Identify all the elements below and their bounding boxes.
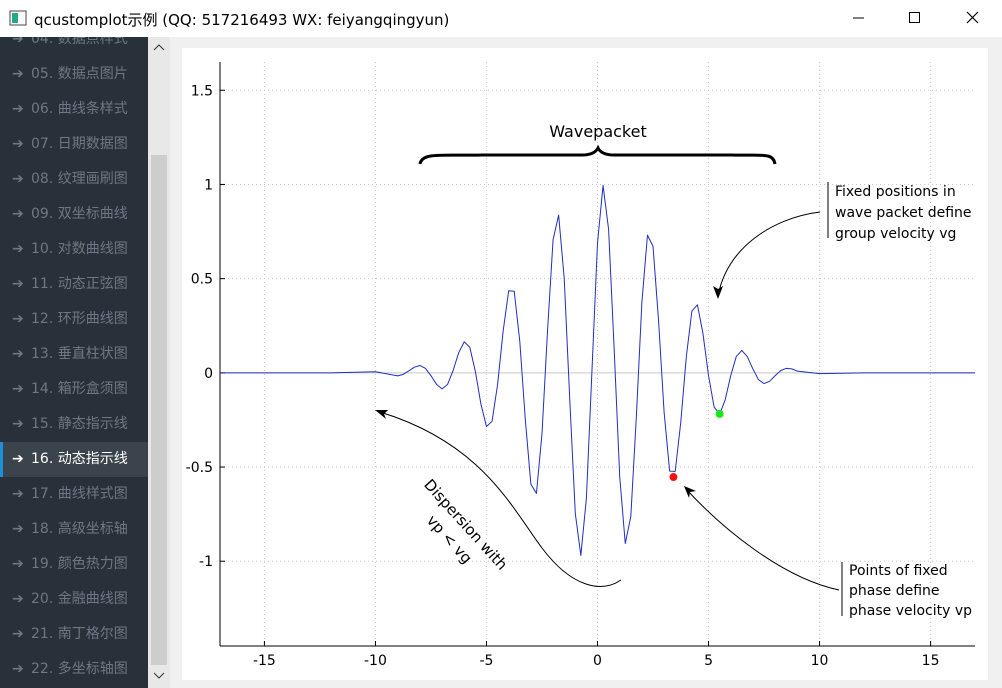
chart: -15 -10 -5 0 5 10 15 -1 -0.5 0 0.5 1 1.5 Wavepacket Fi… <box>182 48 988 680</box>
x-tick-label: 5 <box>704 653 713 669</box>
scroll-thumb[interactable] <box>151 155 167 665</box>
title-bar-graphics <box>9 10 979 26</box>
y-tick-label: 0 <box>204 366 213 382</box>
arrowhead <box>684 486 696 498</box>
menu-item[interactable]: ➔ 04. 数据点样式 <box>0 37 148 57</box>
menu-item-label: 12. 环形曲线图 <box>31 311 128 327</box>
y-tick-label: 1.5 <box>191 83 213 99</box>
scrollbar[interactable] <box>148 37 170 688</box>
annotation: Points of fixed <box>849 563 948 579</box>
annotation: Fixed positions in <box>835 184 956 200</box>
x-tick-label: 10 <box>811 653 829 669</box>
menu-item-label: 19. 颜色热力图 <box>31 556 128 572</box>
menu-item-label: 16. 动态指示线 <box>31 451 128 467</box>
menu-item-label: 18. 高级坐标轴 <box>31 521 128 537</box>
tracer-point <box>715 409 724 418</box>
menu-item[interactable]: ➔ 22. 多坐标轴图 <box>12 661 128 677</box>
maximize-button[interactable] <box>909 12 920 23</box>
menu-item[interactable]: ➔ 12. 环形曲线图 <box>12 311 128 327</box>
menu-item-selected[interactable]: ➔ 16. 动态指示线 <box>0 442 148 477</box>
menu-item-label: 14. 箱形盒须图 <box>31 381 128 397</box>
menu-item-label: 21. 南丁格尔图 <box>31 626 128 642</box>
menu-item-label: 07. 日期数据图 <box>31 136 128 152</box>
menu-item[interactable]: ➔ 11. 动态正弦图 <box>12 276 128 292</box>
menu-item-label: 10. 对数曲线图 <box>31 241 128 257</box>
annotation: group velocity vg <box>835 226 956 242</box>
x-tick-label: 15 <box>922 653 940 669</box>
menu-item-label: 15. 静态指示线 <box>31 416 128 432</box>
scroll-down[interactable] <box>153 672 165 679</box>
menu-item-label: 06. 曲线条样式 <box>31 101 128 117</box>
menu-item[interactable]: ➔ 05. 数据点图片 <box>12 66 128 82</box>
x-tick-label: -15 <box>253 653 276 669</box>
window-title: qcustomplot示例 (QQ: 517216493 WX: feiyang… <box>34 11 450 29</box>
menu-item-label: 04. 数据点样式 <box>31 37 128 47</box>
y-tick-label: 1 <box>204 177 213 193</box>
scrollbar-arrows <box>153 44 165 679</box>
menu-item[interactable]: ➔ 19. 颜色热力图 <box>12 556 128 572</box>
title-bar: qcustomplot示例 (QQ: 517216493 WX: feiyang… <box>0 0 1002 37</box>
menu-item-label: 20. 金融曲线图 <box>31 591 128 607</box>
menu-item[interactable]: ➔ 07. 日期数据图 <box>12 136 128 152</box>
menu-item[interactable]: ➔ 20. 金融曲线图 <box>12 591 128 607</box>
annotation: Wavepacket <box>549 122 646 141</box>
menu-item-label: 22. 多坐标轴图 <box>31 661 128 677</box>
menu-item[interactable]: ➔ 18. 高级坐标轴 <box>12 521 128 537</box>
menu-item[interactable]: ➔ 10. 对数曲线图 <box>12 241 128 257</box>
menu-item-label: 17. 曲线样式图 <box>31 486 128 502</box>
menu-item-label: 13. 垂直柱状图 <box>31 346 128 362</box>
arrowhead <box>375 410 388 419</box>
menu-item[interactable]: ➔ 15. 静态指示线 <box>12 416 128 432</box>
menu-item-label: 05. 数据点图片 <box>31 66 128 82</box>
x-tick-label: 0 <box>593 653 602 669</box>
data-line <box>220 184 975 556</box>
bracket <box>418 144 777 165</box>
menu-item[interactable]: ➔ 13. 垂直柱状图 <box>12 346 128 362</box>
annotation: wave packet define <box>835 205 972 221</box>
y-tick-label: 0.5 <box>191 272 213 288</box>
menu-item[interactable]: ➔ 08. 纹理画刷图 <box>12 171 128 187</box>
menu-item[interactable]: ➔ 06. 曲线条样式 <box>12 101 128 117</box>
x-tick-label: -10 <box>364 653 387 669</box>
arrow <box>686 489 840 591</box>
annotation: phase velocity vp <box>849 603 972 619</box>
y-tick-label: -0.5 <box>186 460 213 476</box>
menu-item[interactable]: ➔ 14. 箱形盒须图 <box>12 381 128 397</box>
plot-background <box>182 48 988 680</box>
arrow <box>717 211 821 297</box>
y-tick-label: -1 <box>199 554 213 570</box>
menu-item-label: 08. 纹理画刷图 <box>31 171 128 187</box>
arrowhead <box>713 286 723 299</box>
menu-item[interactable]: ➔ 21. 南丁格尔图 <box>12 626 128 642</box>
menu-item[interactable]: ➔ 17. 曲线样式图 <box>12 486 128 502</box>
arrow <box>379 411 622 587</box>
annotation: phase define <box>849 583 940 599</box>
tracer-point <box>669 473 678 482</box>
scroll-up[interactable] <box>153 44 165 51</box>
sidebar: ➔ 04. 数据点样式 ➔ 05. 数据点图片 ➔ 06. 曲线条样式 ➔ 07. 日期… <box>0 37 148 688</box>
menu-item-label: 11. 动态正弦图 <box>31 276 128 292</box>
app-icon-part <box>12 13 18 23</box>
menu-item[interactable]: ➔ 09. 双坐标曲线 <box>12 206 128 222</box>
menu-item-label: 09. 双坐标曲线 <box>31 206 128 222</box>
x-tick-label: -5 <box>479 653 493 669</box>
close-button[interactable] <box>966 11 979 24</box>
